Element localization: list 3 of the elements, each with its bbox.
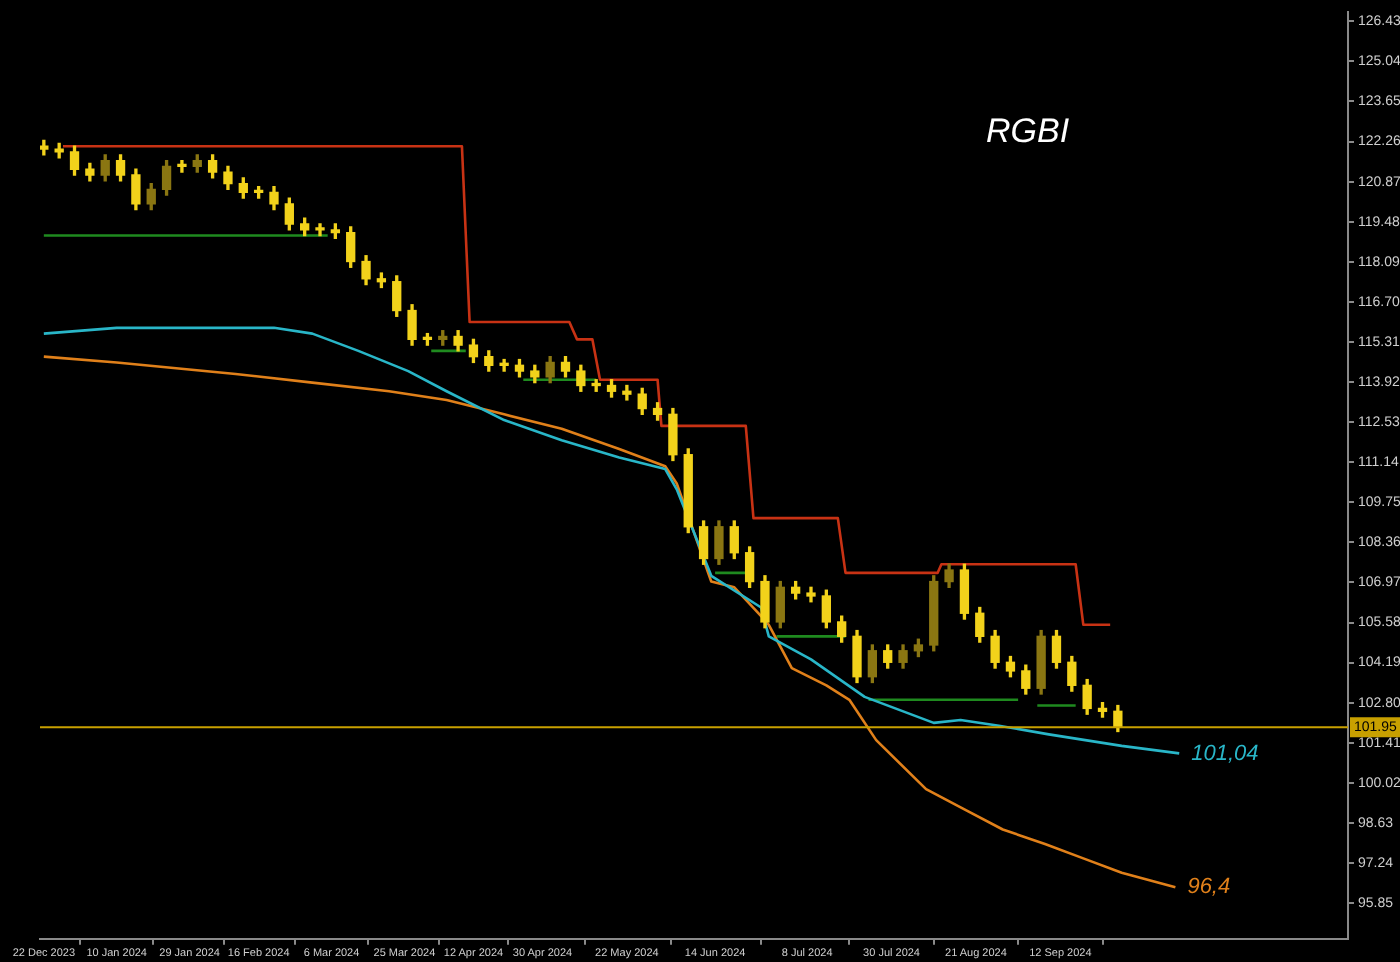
annotation: 96,4 bbox=[1187, 875, 1231, 900]
text: RGBI bbox=[985, 111, 1070, 150]
annotation: 101,04 bbox=[1191, 741, 1259, 766]
